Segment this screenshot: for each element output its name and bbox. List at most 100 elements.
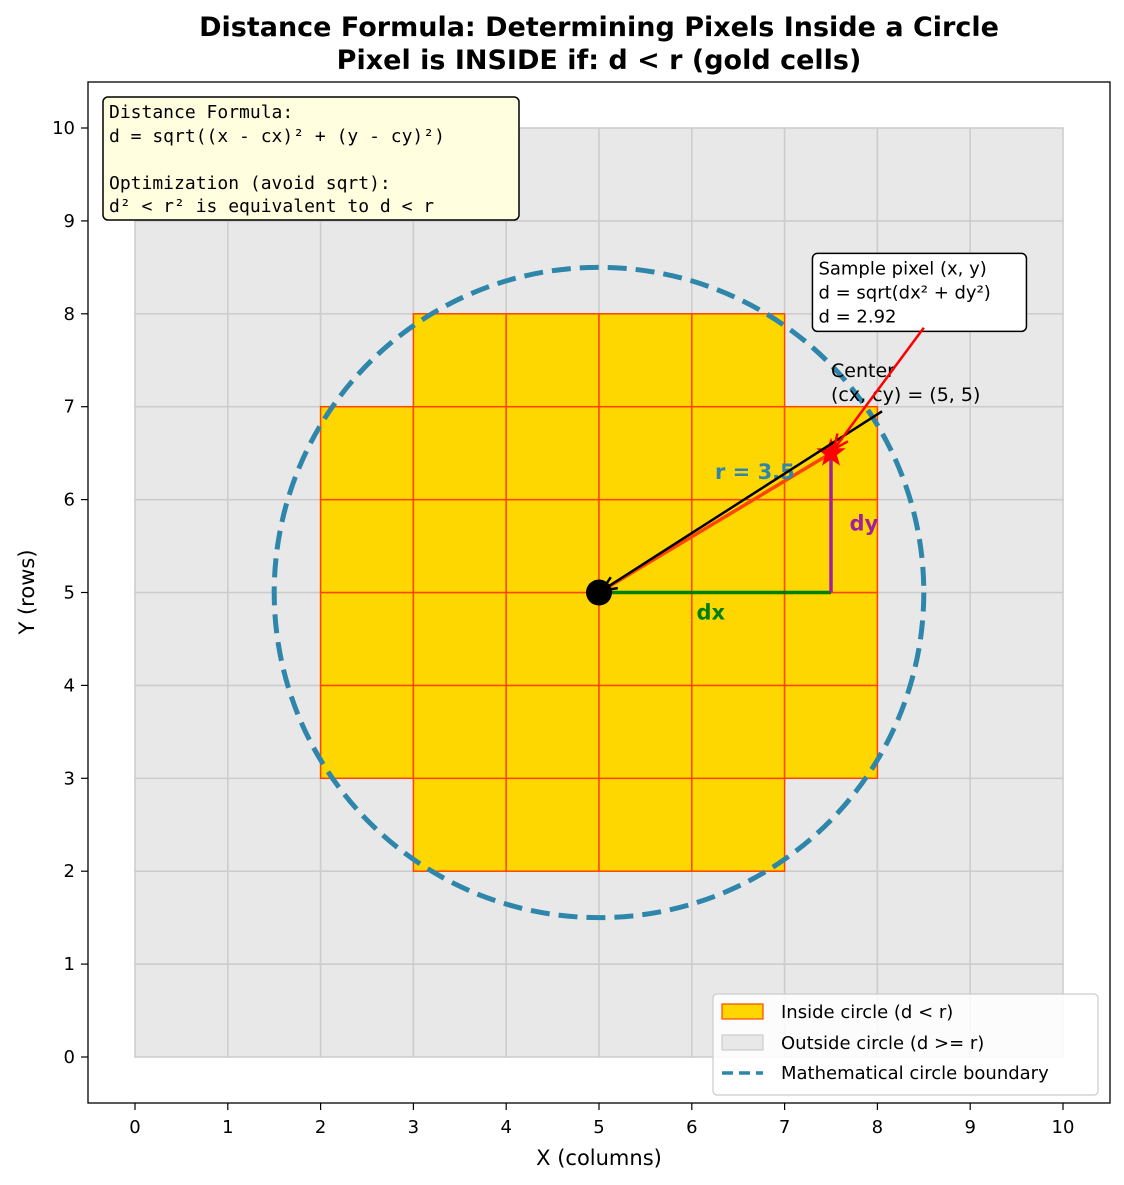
pixel-cell-outside <box>598 870 693 965</box>
pixel-cell-inside <box>598 405 693 501</box>
x-tick-label: 9 <box>964 1117 975 1138</box>
pixel-cell-outside <box>227 313 322 408</box>
x-tick-label: 10 <box>1052 1117 1075 1138</box>
pixel-cell-outside <box>134 313 229 408</box>
pixel-cell-outside <box>969 684 1064 780</box>
formula-line-2: d = sqrt((x - cx)² + (y - cy)²) <box>109 126 445 147</box>
pixel-cell-inside <box>319 498 415 594</box>
x-tick-label: 1 <box>222 1117 233 1138</box>
pixel-cell-inside <box>319 405 415 501</box>
pixel-cell-outside <box>969 870 1064 965</box>
pixel-cell-inside <box>505 498 600 594</box>
axis-ticks: 0 1 2 3 4 5 6 7 8 9 10 0 1 2 3 4 5 6 7 8 9 10 <box>52 118 1074 1138</box>
pixel-cell-outside <box>691 220 786 315</box>
pixel-cell-inside <box>598 591 693 687</box>
legend: Inside circle (d < r) Outside circle (d … <box>712 993 1099 1096</box>
y-tick-label: 8 <box>64 304 75 325</box>
pixel-cell-outside <box>876 127 971 222</box>
pixel-cell-outside <box>227 963 322 1058</box>
pixel-cell-outside <box>598 127 693 222</box>
pixel-cell-outside <box>134 777 229 872</box>
pixel-cell-outside <box>691 127 786 222</box>
legend-item-outside: Outside circle (d >= r) <box>781 1033 984 1054</box>
formula-box-background <box>102 96 520 221</box>
x-tick-label: 2 <box>315 1117 326 1138</box>
pixel-cell-outside <box>969 498 1064 594</box>
x-tick-label: 6 <box>686 1117 697 1138</box>
pixel-cell-outside <box>319 870 415 965</box>
y-tick-label: 7 <box>64 397 75 418</box>
pixel-cell-inside <box>505 313 600 408</box>
formula-line-4: Optimization (avoid sqrt): <box>109 173 391 194</box>
x-tick-label: 3 <box>408 1117 419 1138</box>
pixel-cell-outside <box>505 127 600 222</box>
pixel-cell-inside <box>412 498 507 594</box>
y-tick-label: 9 <box>64 211 75 232</box>
radius-label: r = 3.5 <box>715 460 795 484</box>
pixel-cell-outside <box>227 220 322 315</box>
y-tick-label: 1 <box>64 954 75 975</box>
pixel-cell-outside <box>319 220 415 315</box>
pixel-cell-inside <box>505 591 600 687</box>
pixel-cell-inside <box>319 684 415 780</box>
pixel-cell-outside <box>969 777 1064 872</box>
pixel-cell-outside <box>969 405 1064 501</box>
pixel-cell-inside <box>505 405 600 501</box>
pixel-cell-inside <box>412 777 507 872</box>
pixel-cell-inside <box>412 591 507 687</box>
sample-annotation-line-3: d = 2.92 <box>818 306 896 327</box>
pixel-cell-outside <box>319 313 415 408</box>
sample-point-marker <box>816 437 846 466</box>
circle-boundary <box>271 264 927 921</box>
pixel-cell-inside <box>598 313 693 408</box>
pixel-cell-outside <box>969 127 1064 222</box>
pixel-cell-outside <box>134 220 229 315</box>
x-tick-label: 7 <box>779 1117 790 1138</box>
pixel-cell-inside <box>691 684 786 780</box>
pixel-cell-outside <box>134 684 229 780</box>
sample-annotation: Sample pixel (x, y) d = sqrt(dx² + dy²) d … <box>811 252 1028 333</box>
pixel-cell-outside <box>412 963 507 1058</box>
chart-title-line-1: Distance Formula: Determining Pixels Ins… <box>199 12 999 43</box>
pixel-cell-inside <box>412 405 507 501</box>
x-tick-label: 8 <box>872 1117 883 1138</box>
pixel-cell-outside <box>134 870 229 965</box>
radius-line <box>598 451 832 595</box>
pixel-cell-outside <box>319 777 415 872</box>
sample-annotation-line-1: Sample pixel (x, y) <box>818 258 986 279</box>
y-tick-label: 0 <box>64 1047 75 1068</box>
pixel-cell-inside <box>691 498 786 594</box>
pixel-cell-inside <box>783 684 879 780</box>
pixel-cell-outside <box>134 498 229 594</box>
x-tick-label: 0 <box>129 1117 140 1138</box>
y-tick-label: 10 <box>52 118 75 139</box>
pixel-cell-inside <box>691 313 786 408</box>
pixel-cell-outside <box>134 591 229 687</box>
pixel-cell-inside <box>691 405 786 501</box>
legend-item-boundary: Mathematical circle boundary <box>781 1063 1049 1084</box>
pixel-cell-outside <box>505 870 600 965</box>
pixel-cell-inside <box>412 684 507 780</box>
y-tick-label: 3 <box>64 768 75 789</box>
x-axis-label: X (columns) <box>536 1146 662 1170</box>
geometry-overlay: r = 3.5 dx dy Center(cx, cy) = (5, 5) Sample… <box>271 252 1028 921</box>
sample-annotation-box <box>811 252 1028 333</box>
pixel-cell-outside <box>134 963 229 1058</box>
legend-frame <box>712 993 1099 1096</box>
pixel-cell-outside <box>227 777 322 872</box>
pixel-cell-outside <box>783 777 879 872</box>
legend-swatch-inside <box>721 1003 764 1020</box>
formula-line-5: d² < r² is equivalent to d < r <box>109 196 434 217</box>
legend-item-inside: Inside circle (d < r) <box>781 1002 953 1023</box>
pixel-cell-inside <box>412 313 507 408</box>
chart-title-line-2: Pixel is INSIDE if: d < r (gold cells) <box>337 45 862 76</box>
pixel-cell-outside <box>783 127 879 222</box>
pixel-cell-inside <box>783 591 879 687</box>
formula-box: Distance Formula: d = sqrt((x - cx)² + (… <box>102 96 520 221</box>
pixel-cell-outside <box>227 591 322 687</box>
y-axis-label: Y (rows) <box>15 549 39 635</box>
pixel-cell-outside <box>969 591 1064 687</box>
pixel-cell-outside <box>505 963 600 1058</box>
pixel-cell-inside <box>505 777 600 872</box>
pixel-cell-outside <box>319 963 415 1058</box>
